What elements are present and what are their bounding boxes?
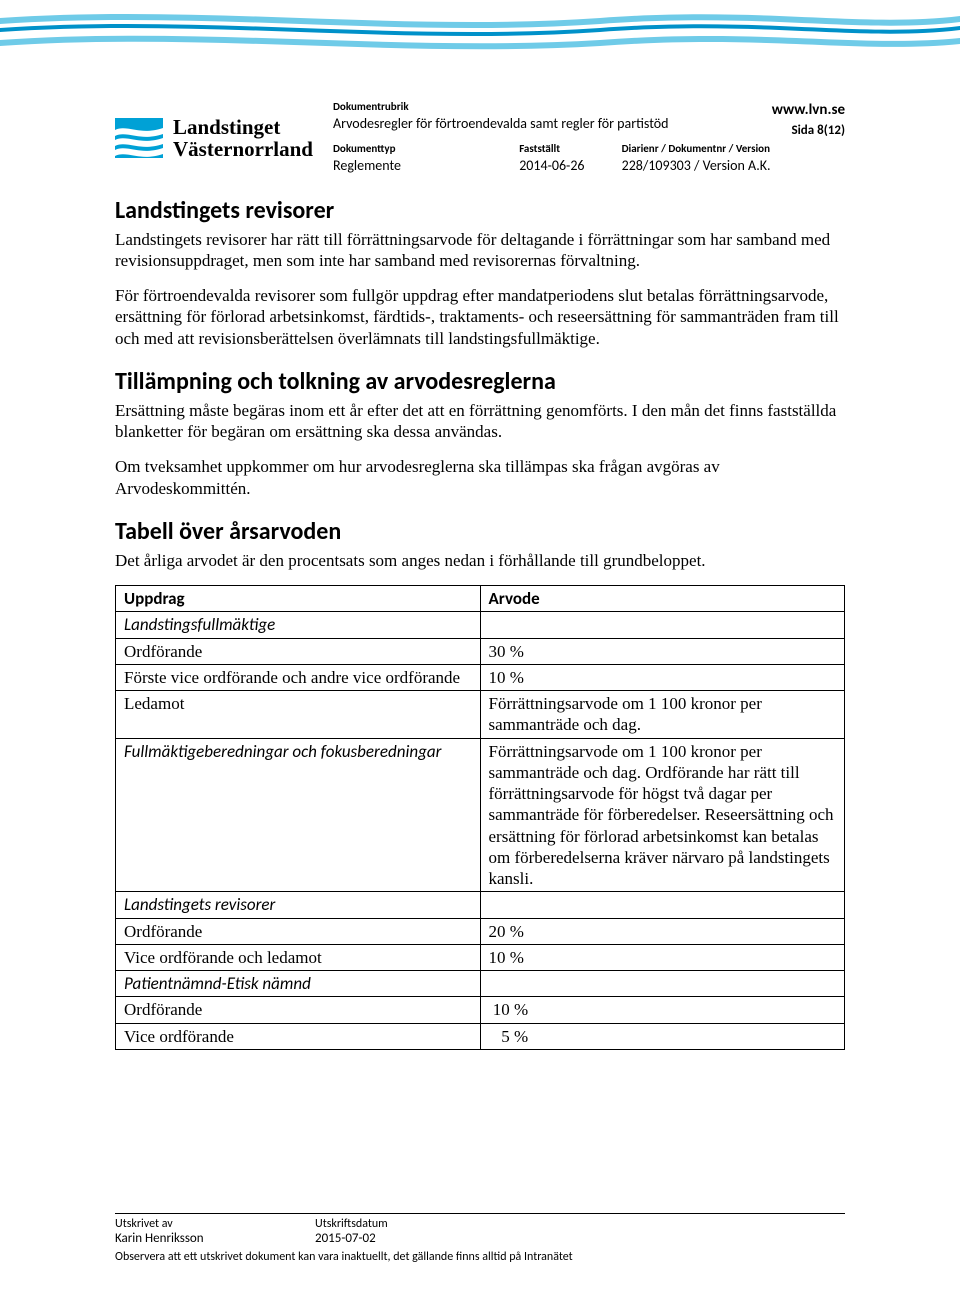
footer-label-utskrivet: Utskrivet av [115, 1217, 315, 1231]
table-head-uppdrag: Uppdrag [116, 586, 481, 612]
section1-para1: Landstingets revisorer har rätt till för… [115, 229, 845, 272]
table-cell-arvode [480, 892, 845, 918]
document-header: Landstinget Västernorrland Dokumentrubri… [115, 100, 845, 176]
page-content: Landstinget Västernorrland Dokumentrubri… [0, 0, 960, 1050]
table-cell-uppdrag: Ordförande [116, 997, 481, 1023]
section3-para1: Det årliga arvodet är den procentsats so… [115, 550, 845, 571]
rubrik-value: Arvodesregler för förtroendevalda samt r… [333, 115, 772, 134]
section1-para2: För förtroendevalda revisorer som fullgö… [115, 285, 845, 349]
page-footer: Utskrivet av Karin Henriksson Utskriftsd… [115, 1213, 845, 1264]
table-cell-uppdrag: Vice ordförande och ledamot [116, 944, 481, 970]
document-meta: Dokumentrubrik Arvodesregler för förtroe… [333, 100, 845, 176]
table-cell-arvode [480, 612, 845, 638]
typ-label: Dokumenttyp [333, 142, 519, 157]
table-head-arvode: Arvode [480, 586, 845, 612]
table-cell-arvode: 10 % [480, 944, 845, 970]
typ-value: Reglemente [333, 157, 519, 176]
section1-title: Landstingets revisorer [115, 196, 845, 225]
table-row: Vice ordförande och ledamot10 % [116, 944, 845, 970]
table-cell-arvode: 10 % [480, 664, 845, 690]
logo-line2: Västernorrland [173, 138, 313, 160]
section2-para1: Ersättning måste begäras inom ett år eft… [115, 400, 845, 443]
diarie-label: Diarienr / Dokumentnr / Version [622, 142, 845, 157]
table-row: Landstingsfullmäktige [116, 612, 845, 638]
table-cell-arvode: Förrättningsarvode om 1 100 kronor per s… [480, 738, 845, 892]
table-cell-uppdrag: Landstingsfullmäktige [116, 612, 481, 638]
landstinget-logo-icon [115, 118, 163, 158]
footer-val-utskrivet: Karin Henriksson [115, 1231, 315, 1246]
footer-note: Observera att ett utskrivet dokument kan… [115, 1250, 845, 1264]
table-cell-uppdrag: Landstingets revisorer [116, 892, 481, 918]
table-cell-arvode: 20 % [480, 918, 845, 944]
table-cell-arvode: Förrättningsarvode om 1 100 kronor per s… [480, 691, 845, 739]
table-cell-uppdrag: Ordförande [116, 918, 481, 944]
table-row: Ordförande30 % [116, 638, 845, 664]
table-row: Fullmäktigeberedningar och fokusberednin… [116, 738, 845, 892]
logo-text: Landstinget Västernorrland [173, 116, 313, 160]
table-row: Patientnämnd-Etisk nämnd [116, 971, 845, 997]
table-cell-uppdrag: Ordförande [116, 638, 481, 664]
table-cell-uppdrag: Fullmäktigeberedningar och fokusberednin… [116, 738, 481, 892]
page-number: Sida 8(12) [772, 122, 845, 140]
table-cell-arvode: 10 % [480, 997, 845, 1023]
arvoden-table: Uppdrag Arvode LandstingsfullmäktigeOrdf… [115, 585, 845, 1050]
fast-label: Fastställt [519, 142, 621, 157]
table-cell-arvode: 5 % [480, 1023, 845, 1049]
table-row: Vice ordförande 5 % [116, 1023, 845, 1049]
table-cell-arvode [480, 971, 845, 997]
logo: Landstinget Västernorrland [115, 100, 313, 176]
section3-title: Tabell över årsarvoden [115, 517, 845, 546]
table-row: LedamotFörrättningsarvode om 1 100 krono… [116, 691, 845, 739]
section2-title: Tillämpning och tolkning av arvodesregle… [115, 367, 845, 396]
table-row: Ordförande20 % [116, 918, 845, 944]
table-cell-arvode: 30 % [480, 638, 845, 664]
rubrik-label: Dokumentrubrik [333, 100, 772, 115]
table-cell-uppdrag: Ledamot [116, 691, 481, 739]
table-cell-uppdrag: Patientnämnd-Etisk nämnd [116, 971, 481, 997]
footer-label-datum: Utskriftsdatum [315, 1217, 515, 1231]
fast-value: 2014-06-26 [519, 157, 621, 176]
table-row: Landstingets revisorer [116, 892, 845, 918]
diarie-value: 228/109303 / Version A.K. [622, 157, 845, 176]
top-wave-decoration [0, 0, 960, 55]
table-row: Ordförande 10 % [116, 997, 845, 1023]
table-cell-uppdrag: Vice ordförande [116, 1023, 481, 1049]
table-row: Förste vice ordförande och andre vice or… [116, 664, 845, 690]
table-cell-uppdrag: Förste vice ordförande och andre vice or… [116, 664, 481, 690]
logo-line1: Landstinget [173, 116, 313, 138]
section2-para2: Om tveksamhet uppkommer om hur arvodesre… [115, 456, 845, 499]
url-block: www.lvn.se Sida 8(12) [772, 100, 845, 140]
footer-val-datum: 2015-07-02 [315, 1231, 515, 1246]
site-url: www.lvn.se [772, 101, 845, 119]
